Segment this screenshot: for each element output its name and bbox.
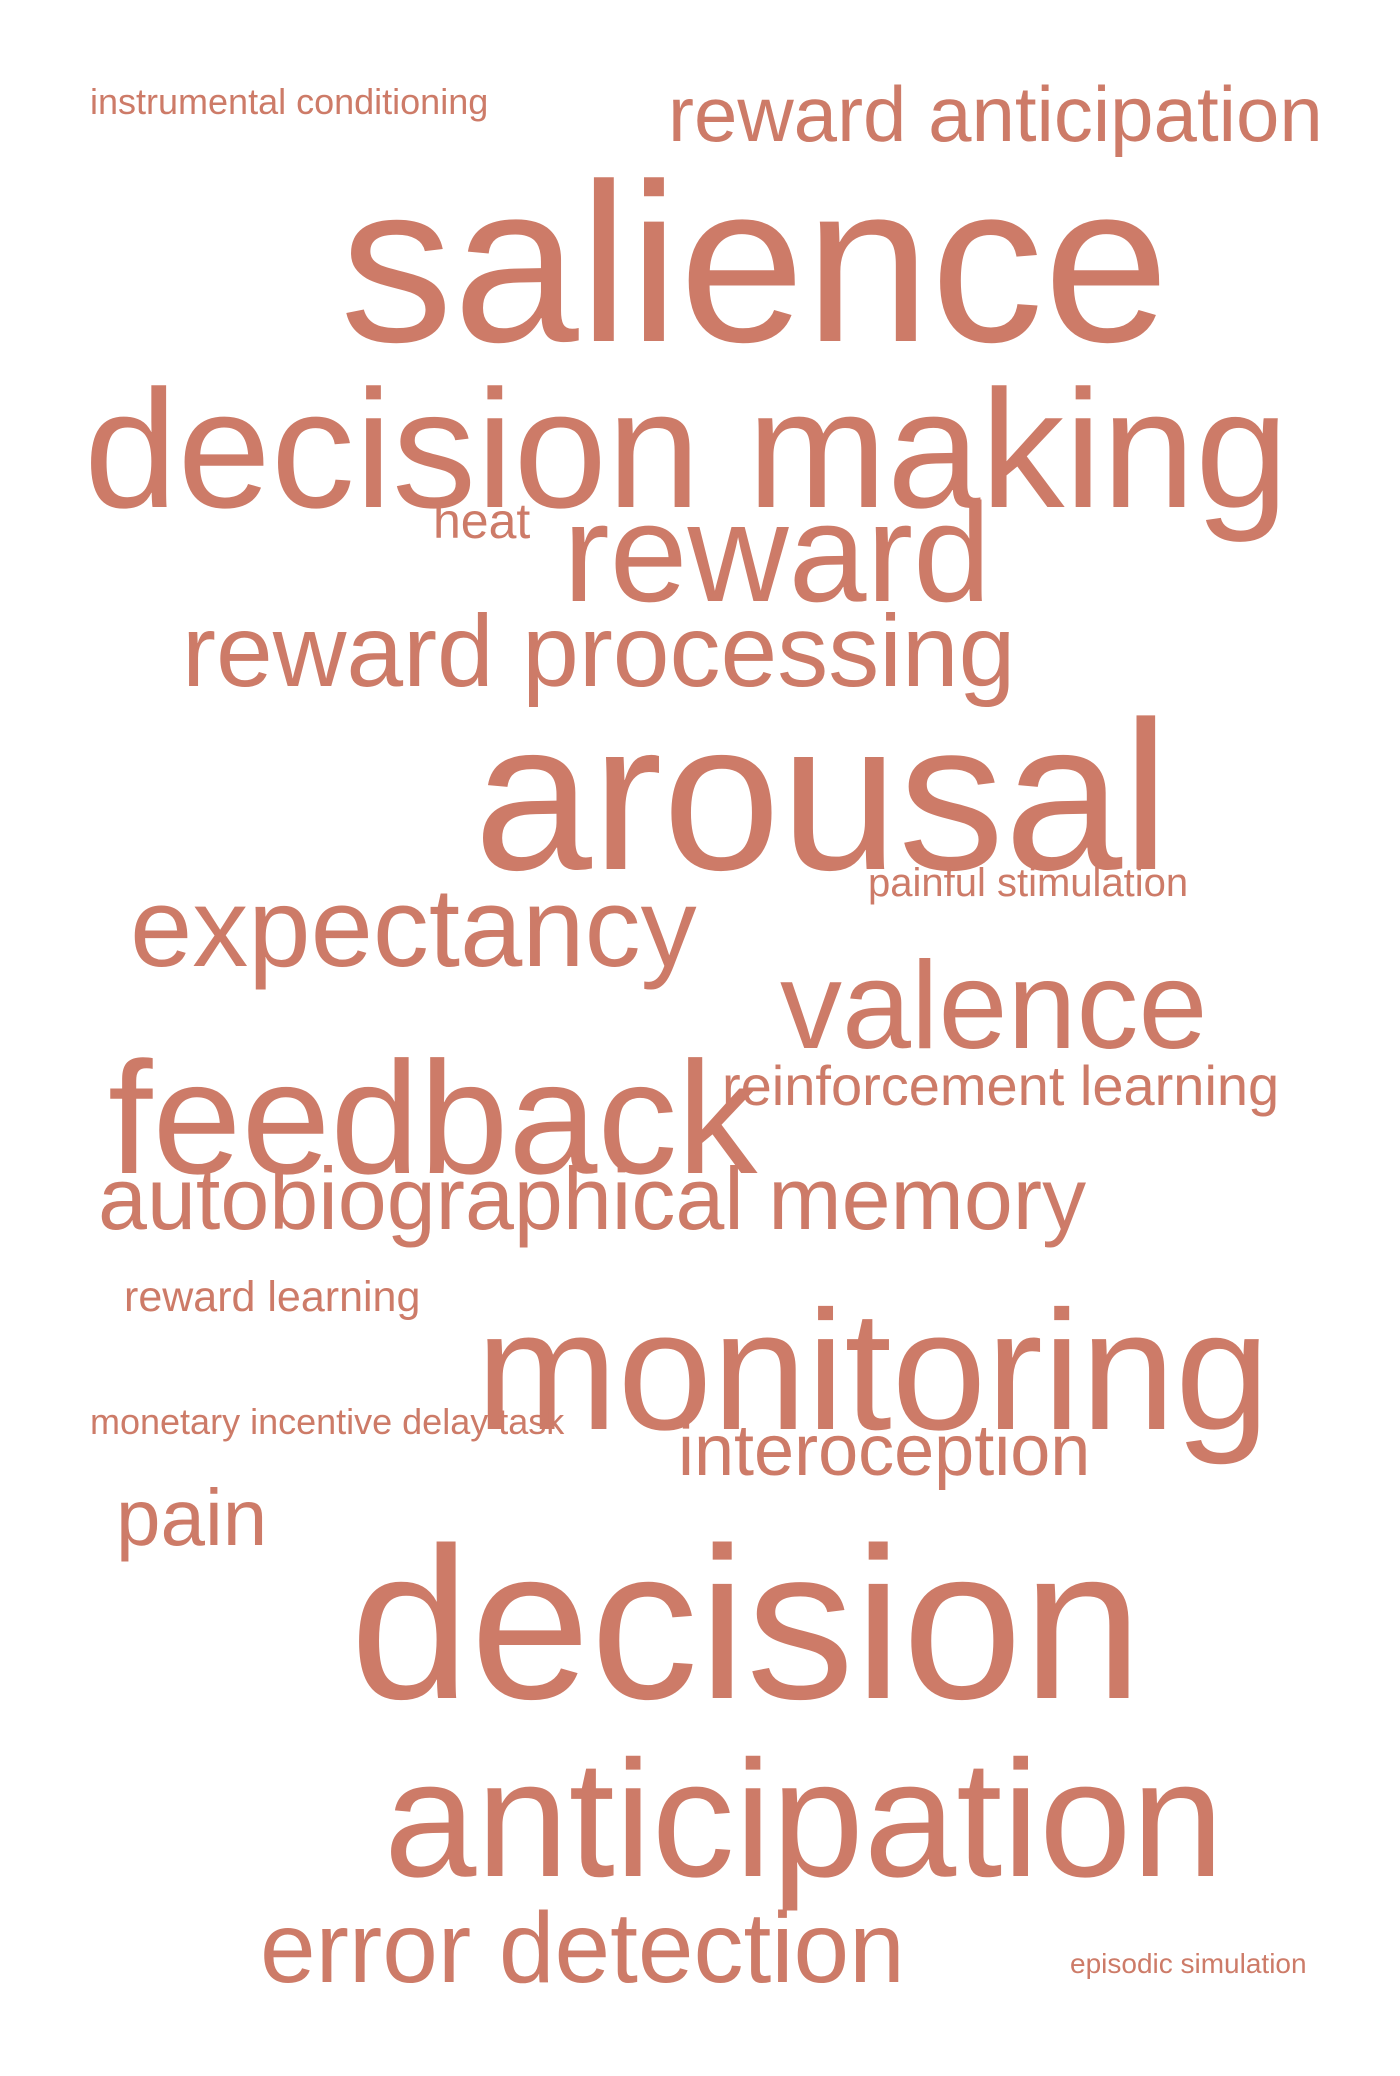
word-monetary-incentive-delay-task: monetary incentive delay task [90,1401,565,1442]
word-valence: valence [780,937,1208,1075]
word-autobiographical-memory: autobiographical memory [98,1149,1087,1248]
word-interoception: interoception [678,1411,1091,1491]
word-salience: salience [340,136,1170,389]
word-decision-making: decision making [84,355,1289,543]
word-painful-stimulation: painful stimulation [868,861,1189,905]
word-heat: heat [433,493,531,549]
word-reward: reward [563,474,991,631]
word-arousal: arousal [474,677,1170,914]
word-anticipation: anticipation [384,1727,1224,1912]
word-feedback: feedback [108,1028,758,1207]
word-reward-anticipation: reward anticipation [668,70,1323,158]
word-reward-learning: reward learning [124,1273,421,1321]
word-reinforcement-learning: reinforcement learning [722,1054,1280,1117]
word-expectancy: expectancy [130,865,697,990]
word-error-detection: error detection [260,1892,905,2004]
word-reward-processing: reward processing [182,594,1016,708]
word-instrumental-conditioning: instrumental conditioning [90,81,489,122]
word-decision: decision [350,1502,1143,1744]
word-episodic-simulation: episodic simulation [1070,1948,1307,1979]
word-pain: pain [116,1473,268,1562]
word-monitoring: monitoring [476,1276,1270,1466]
